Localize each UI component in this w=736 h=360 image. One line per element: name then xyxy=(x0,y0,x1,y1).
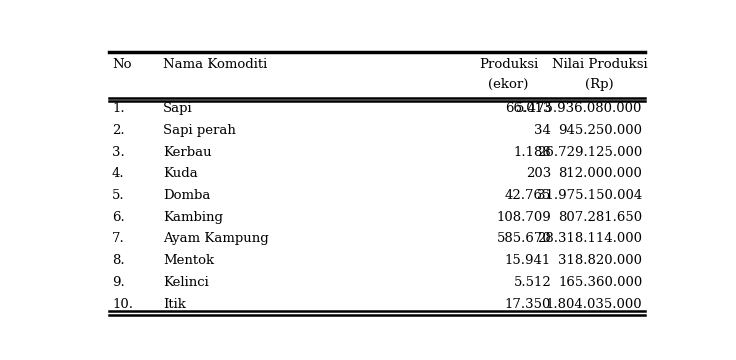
Text: Domba: Domba xyxy=(163,189,210,202)
Text: 1.804.035.000: 1.804.035.000 xyxy=(546,297,643,311)
Text: 28.318.114.000: 28.318.114.000 xyxy=(537,233,643,246)
Text: 10.: 10. xyxy=(112,297,133,311)
Text: 318.820.000: 318.820.000 xyxy=(559,254,643,267)
Text: 203: 203 xyxy=(526,167,551,180)
Text: 1.188: 1.188 xyxy=(514,145,551,159)
Text: 108.709: 108.709 xyxy=(496,211,551,224)
Text: Nilai Produksi: Nilai Produksi xyxy=(552,58,648,71)
Text: Mentok: Mentok xyxy=(163,254,214,267)
Text: (Rp): (Rp) xyxy=(585,78,614,91)
Text: 7.: 7. xyxy=(112,233,124,246)
Text: Kambing: Kambing xyxy=(163,211,223,224)
Text: Ayam Kampung: Ayam Kampung xyxy=(163,233,269,246)
Text: 945.250.000: 945.250.000 xyxy=(559,124,643,137)
Text: Itik: Itik xyxy=(163,297,186,311)
Text: Kelinci: Kelinci xyxy=(163,276,209,289)
Text: 1.: 1. xyxy=(112,102,124,115)
Text: 812.000.000: 812.000.000 xyxy=(559,167,643,180)
Text: 5.512: 5.512 xyxy=(514,276,551,289)
Text: 9.: 9. xyxy=(112,276,124,289)
Text: Sapi perah: Sapi perah xyxy=(163,124,236,137)
Text: 26.729.125.000: 26.729.125.000 xyxy=(537,145,643,159)
Text: 5.475.936.080.000: 5.475.936.080.000 xyxy=(516,102,643,115)
Text: 66.013: 66.013 xyxy=(505,102,551,115)
Text: 6.: 6. xyxy=(112,211,124,224)
Text: Nama Komoditi: Nama Komoditi xyxy=(163,58,268,71)
Text: 4.: 4. xyxy=(112,167,124,180)
Text: (ekor): (ekor) xyxy=(488,78,528,91)
Text: Sapi: Sapi xyxy=(163,102,193,115)
Text: 42.765: 42.765 xyxy=(505,189,551,202)
Text: No: No xyxy=(112,58,132,71)
Text: 17.350: 17.350 xyxy=(505,297,551,311)
Text: 2.: 2. xyxy=(112,124,124,137)
Text: 3.: 3. xyxy=(112,145,124,159)
Text: 15.941: 15.941 xyxy=(505,254,551,267)
Text: Kerbau: Kerbau xyxy=(163,145,212,159)
Text: 5.: 5. xyxy=(112,189,124,202)
Text: Produksi: Produksi xyxy=(478,58,538,71)
Text: 34: 34 xyxy=(534,124,551,137)
Text: Kuda: Kuda xyxy=(163,167,198,180)
Text: 8.: 8. xyxy=(112,254,124,267)
Text: 807.281.650: 807.281.650 xyxy=(559,211,643,224)
Text: 31.975.150.004: 31.975.150.004 xyxy=(537,189,643,202)
Text: 165.360.000: 165.360.000 xyxy=(558,276,643,289)
Text: 585.670: 585.670 xyxy=(496,233,551,246)
